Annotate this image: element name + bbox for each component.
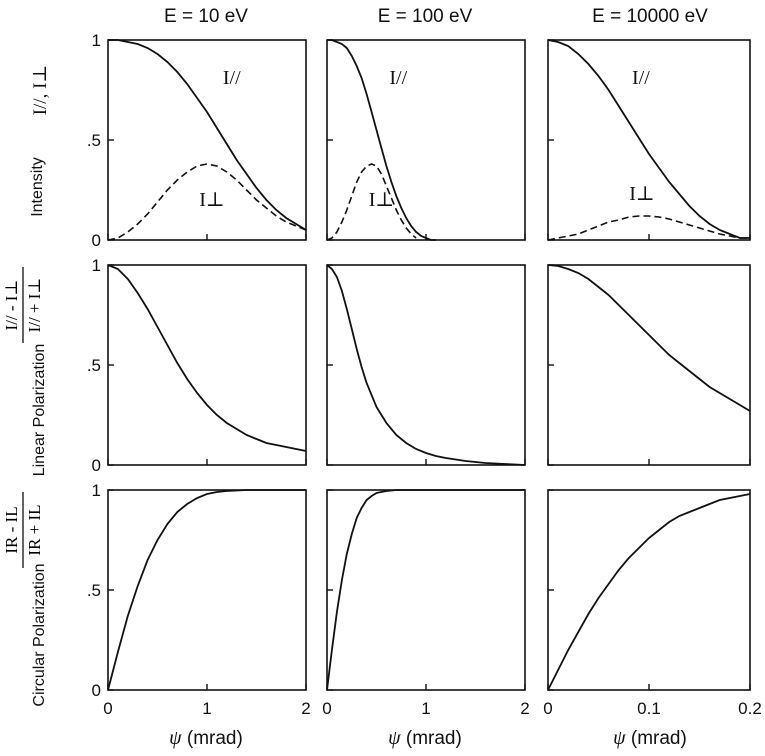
row-label-linear: Linear Polarization I// - I⊥ I// + I⊥ bbox=[2, 267, 48, 476]
panel-r3c1-xtick-label-0: 0 bbox=[103, 699, 112, 718]
panels-layer: 0.51I//I⊥I//I⊥I//I⊥0.510.510 1 2 0 1 2 0 0.1 0.2 bbox=[87, 31, 762, 718]
panel-r1c3: I// I⊥ bbox=[547, 39, 751, 241]
panel-r3c2-xtick-label-1: 1 bbox=[421, 699, 430, 718]
panel-r1c1-perp-line-1 bbox=[107, 163, 307, 241]
x-axis-unit-3: (mrad) bbox=[631, 728, 687, 749]
panel-r3c1-ytick-label-0: 0 bbox=[92, 681, 101, 700]
panel-r3c2-xtick-label-0: 0 bbox=[322, 699, 331, 718]
panel-r2c3 bbox=[547, 264, 751, 466]
panel-r1c3-curve-label-0: I// bbox=[632, 67, 650, 89]
column-title-2: E = 100 eV bbox=[378, 6, 473, 27]
panel-r2c2-frame bbox=[326, 264, 526, 466]
panel-r1c3-curve-label-1: I⊥ bbox=[629, 183, 654, 205]
panel-r2c1-frame bbox=[107, 264, 307, 466]
row-label-linear-prefix: Linear Polarization bbox=[31, 344, 48, 477]
panel-r1c1-ytick-label-1: .5 bbox=[87, 131, 101, 150]
row-label-circular-prefix: Circular Polarization bbox=[31, 563, 48, 706]
panel-r3c2-series-line-0 bbox=[326, 489, 525, 691]
panel-r1c2-curve-label-0: I// bbox=[389, 67, 407, 89]
x-axis-symbol-2: ψ bbox=[388, 727, 401, 749]
x-axis-label-3: ψ (mrad) bbox=[613, 727, 687, 749]
panel-r3c1: 0 .5 1 0 1 2 bbox=[87, 481, 311, 718]
panel-r2c1-series-line-0 bbox=[107, 264, 307, 452]
panel-r2c1-ytick-label-1: .5 bbox=[87, 356, 101, 375]
panel-r1c3-parallel-line-0 bbox=[547, 39, 750, 239]
panel-r2c3-frame bbox=[547, 264, 751, 466]
row-label-intensity-prefix: Intensity bbox=[29, 157, 46, 217]
panel-r3c3-xtick-label-0: 0 bbox=[543, 699, 552, 718]
panel-r3c1-ytick-label-2: 1 bbox=[92, 481, 101, 500]
column-title-1: E = 10 eV bbox=[164, 6, 248, 27]
panel-r3c1-frame bbox=[107, 489, 307, 691]
panel-r3c1-xtick-label-1: 1 bbox=[202, 699, 211, 718]
panel-r3c1-series-line-0 bbox=[107, 489, 306, 691]
panel-r2c2 bbox=[326, 264, 526, 466]
panel-r1c3-perp-line-1 bbox=[547, 215, 750, 241]
panel-r1c2-parallel-line-0 bbox=[327, 39, 436, 241]
panel-r3c1-xtick-label-2: 2 bbox=[301, 699, 310, 718]
panel-r3c2-xtick-label-2: 2 bbox=[520, 699, 529, 718]
panel-r1c2-perp-line-1 bbox=[326, 163, 417, 241]
x-axis-unit-2: (mrad) bbox=[406, 728, 462, 749]
panel-r3c3-xtick-label-1: 0.1 bbox=[637, 699, 661, 718]
panel-r1c1-ytick-label-0: 0 bbox=[92, 231, 101, 250]
row-label-linear-numerator: I// - I⊥ bbox=[2, 280, 21, 331]
row-label-intensity: Intensity I//, I⊥ bbox=[29, 65, 51, 217]
column-title-3: E = 10000 eV bbox=[592, 6, 708, 27]
x-axis-symbol-3: ψ bbox=[613, 727, 626, 749]
row-label-linear-denominator: I// + I⊥ bbox=[25, 278, 44, 333]
panel-r3c3-series-line-0 bbox=[547, 493, 751, 691]
panel-r1c1-parallel-line-0 bbox=[108, 39, 307, 231]
x-axis-unit-1: (mrad) bbox=[187, 728, 243, 749]
row-label-intensity-formula: I//, I⊥ bbox=[30, 65, 51, 116]
panel-r2c1-ytick-label-0: 0 bbox=[92, 456, 101, 475]
row-label-circular-numerator: IR - IL bbox=[2, 506, 21, 553]
panel-r2c1: 0.51 bbox=[87, 256, 307, 475]
x-axis-label-2: ψ (mrad) bbox=[388, 727, 462, 749]
panel-r2c1-ytick-label-2: 1 bbox=[92, 256, 101, 275]
x-axis-label-1: ψ (mrad) bbox=[169, 727, 243, 749]
panel-r3c2: 0 1 2 bbox=[322, 489, 530, 718]
row-label-circular: Circular Polarization IR - IL IR + IL bbox=[2, 492, 48, 707]
panel-r2c2-series-line-0 bbox=[326, 264, 526, 466]
row-label-circular-denominator: IR + IL bbox=[25, 504, 44, 555]
panel-r1c1-ytick-label-2: 1 bbox=[92, 31, 101, 50]
panel-r1c1: 0 .5 1 I// I⊥ bbox=[87, 31, 307, 250]
panel-r2c3-series-line-0 bbox=[547, 264, 751, 412]
panel-r3c3-xtick-label-2: 0.2 bbox=[738, 699, 762, 718]
panel-r3c1-ytick-label-1: .5 bbox=[87, 581, 101, 600]
panel-r1c1-curve-label-1: I⊥ bbox=[199, 189, 224, 211]
panel-r3c3-frame bbox=[547, 489, 751, 691]
panel-r1c1-curve-label-0: I// bbox=[223, 67, 241, 89]
panel-r1c2-frame bbox=[326, 39, 526, 241]
panel-r3c3: 0 0.1 0.2 bbox=[543, 489, 762, 718]
panel-r1c2: I// I⊥ bbox=[326, 39, 526, 241]
x-axis-symbol-1: ψ bbox=[169, 727, 182, 749]
panel-r1c2-curve-label-1: I⊥ bbox=[369, 189, 394, 211]
